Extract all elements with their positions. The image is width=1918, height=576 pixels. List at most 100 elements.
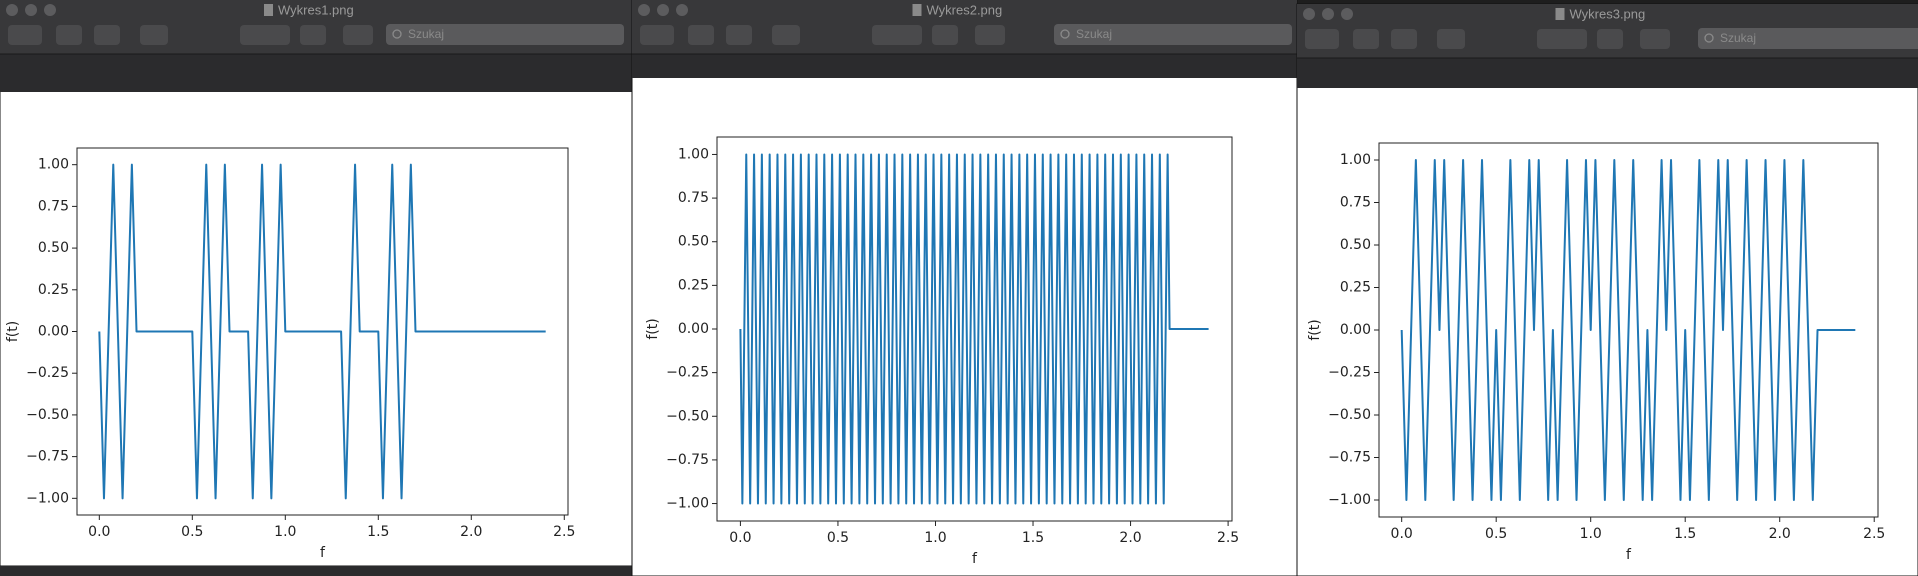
window: Szukaj Wykres1.png −1.00 −0.75 −0.50 −0.25 0.0…: [0, 0, 633, 576]
annotate-button[interactable]: [975, 25, 1005, 45]
window-button[interactable]: [25, 4, 37, 16]
toolbar-strip: [0, 54, 632, 92]
y-tick-label: 1.00: [678, 146, 709, 162]
desktop-strip: [0, 566, 632, 576]
annotate-button[interactable]: [343, 25, 373, 45]
y-axis-label: f(t): [645, 318, 661, 339]
window: Szukaj Wykres2.png −1.00 −0.75 −0.50 −0.25 0.0…: [631, 0, 1298, 576]
y-tick-label: 0.50: [1340, 237, 1371, 253]
x-tick-label: 0.5: [1485, 526, 1507, 542]
chart: −1.00−0.75−0.50−0.250.000.250.500.751.00…: [645, 136, 1239, 567]
zoom-in-button[interactable]: [726, 25, 752, 45]
y-tick-label: −1.00: [1328, 492, 1371, 508]
search-icon: [1704, 33, 1714, 43]
y-tick-label: 0.25: [678, 277, 709, 293]
y-tick-label: −0.25: [666, 365, 709, 381]
document-icon: [1555, 8, 1565, 20]
chart: −1.00−0.75−0.50−0.250.000.250.500.751.00…: [1307, 142, 1885, 563]
x-tick-label: 0.0: [1391, 526, 1413, 542]
window-frame: [1296, 3, 1918, 576]
y-tick-label: −1.00: [666, 496, 709, 512]
window-title: Wykres1.png: [278, 2, 354, 17]
zoom-in-button[interactable]: [1391, 29, 1417, 49]
window-button[interactable]: [44, 4, 56, 16]
x-tick-label: 2.5: [1217, 530, 1239, 546]
x-tick-label: 0.5: [827, 530, 849, 546]
x-axis-label: f: [972, 551, 978, 567]
search-icon: [392, 29, 402, 39]
window-button[interactable]: [657, 4, 669, 16]
y-axis-label: f(t): [5, 321, 21, 342]
y-tick-label: 0.50: [678, 234, 709, 250]
share-button[interactable]: [1437, 29, 1465, 49]
y-tick-label: 1.00: [1340, 152, 1371, 168]
y-tick-label: −0.25: [26, 365, 69, 381]
y-tick-label: 0.00: [678, 321, 709, 337]
chart: −1.00−0.75−0.50−0.250.000.250.500.751.00…: [5, 147, 575, 561]
search-placeholder: Szukaj: [408, 27, 444, 41]
y-tick-label: 0.00: [38, 324, 69, 340]
zoom-out-button[interactable]: [688, 25, 714, 45]
zoom-out-button[interactable]: [1353, 29, 1379, 49]
x-tick-label: 2.0: [460, 524, 482, 540]
y-tick-label: 0.75: [678, 190, 709, 206]
window-button[interactable]: [676, 4, 688, 16]
sidebar-button[interactable]: [640, 25, 674, 45]
y-tick-label: 0.25: [1340, 280, 1371, 296]
share-button[interactable]: [140, 25, 168, 45]
toolbar-strip: [632, 54, 1297, 78]
x-tick-label: 1.5: [1674, 526, 1696, 542]
zoom-out-button[interactable]: [56, 25, 82, 45]
x-tick-label: 1.5: [1022, 530, 1044, 546]
x-tick-label: 1.5: [367, 524, 389, 540]
y-tick-label: 0.75: [38, 198, 69, 214]
markup-button[interactable]: [1537, 29, 1587, 49]
y-tick-label: −0.50: [26, 407, 69, 423]
annotate-button[interactable]: [1640, 29, 1670, 49]
x-tick-label: 1.0: [924, 530, 946, 546]
signal-line: [739, 153, 1209, 505]
markup-button[interactable]: [872, 25, 922, 45]
sidebar-button[interactable]: [8, 25, 42, 45]
y-tick-label: 0.50: [38, 240, 69, 256]
y-tick-label: 0.75: [1340, 195, 1371, 211]
search-field[interactable]: [1054, 24, 1292, 45]
axes-frame: [1378, 142, 1879, 518]
signal-line: [98, 163, 546, 500]
window-button[interactable]: [6, 4, 18, 16]
markup-button[interactable]: [240, 25, 290, 45]
y-tick-label: −0.75: [26, 449, 69, 465]
x-tick-label: 2.0: [1769, 526, 1791, 542]
y-tick-label: −0.25: [1328, 365, 1371, 381]
document-icon: [912, 4, 922, 16]
zoom-in-button[interactable]: [94, 25, 120, 45]
window-title: Wykres3.png: [1570, 6, 1646, 21]
search-placeholder: Szukaj: [1076, 27, 1112, 41]
y-axis-label: f(t): [1307, 319, 1323, 340]
y-tick-label: −0.75: [1328, 450, 1371, 466]
x-tick-label: 2.5: [553, 524, 575, 540]
y-tick-label: −0.50: [666, 408, 709, 424]
document-icon: [264, 4, 273, 16]
window-button[interactable]: [1322, 8, 1334, 20]
rotate-button[interactable]: [300, 25, 326, 45]
search-field[interactable]: [1698, 28, 1918, 49]
y-tick-label: −1.00: [26, 490, 69, 506]
sidebar-button[interactable]: [1305, 29, 1339, 49]
window: Szukaj Wykres3.png −1.00 −0.75 −0.50 −0.25 0.0…: [1296, 3, 1918, 576]
window-button[interactable]: [1303, 8, 1315, 20]
share-button[interactable]: [772, 25, 800, 45]
search-field[interactable]: [386, 24, 624, 45]
window-button[interactable]: [638, 4, 650, 16]
window-frame: [631, 0, 1298, 576]
search-placeholder: Szukaj: [1720, 31, 1756, 45]
signal-line: [1400, 159, 1856, 501]
x-axis-label: f: [320, 545, 326, 561]
y-tick-label: −0.75: [666, 452, 709, 468]
window-title: Wykres2.png: [927, 2, 1003, 17]
x-tick-label: 0.0: [729, 530, 751, 546]
rotate-button[interactable]: [932, 25, 958, 45]
rotate-button[interactable]: [1597, 29, 1623, 49]
window-button[interactable]: [1341, 8, 1353, 20]
